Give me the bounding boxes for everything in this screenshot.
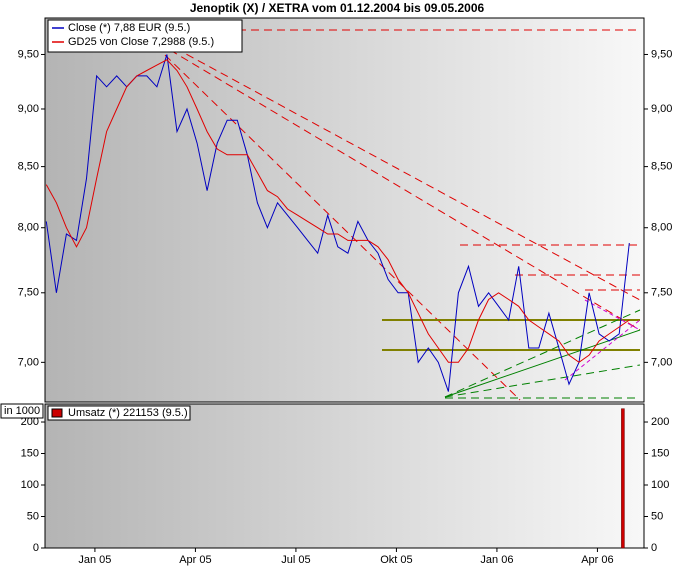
y-tick-label: 9,00 <box>18 103 39 115</box>
y-axis-label: in 1000 <box>4 405 40 417</box>
y-tick-label: 0 <box>651 542 657 554</box>
y-tick-label: 50 <box>27 510 39 522</box>
plot-background <box>45 18 644 402</box>
panel-border <box>44 403 645 549</box>
x-tick-label: Jan 05 <box>78 554 111 566</box>
price-line <box>45 54 630 392</box>
y-tick-label: 7,50 <box>18 287 39 299</box>
plot-background <box>45 404 644 548</box>
legend-swatch <box>51 408 63 418</box>
y-tick-label: 7,50 <box>651 287 672 299</box>
y-tick-label: 9,50 <box>651 48 672 60</box>
y-tick-label: 0 <box>33 542 39 554</box>
y-tick-label: 7,00 <box>651 356 672 368</box>
y-tick-label: 9,00 <box>651 103 672 115</box>
y-tick-label: 8,50 <box>18 161 39 173</box>
panel-border <box>44 17 645 403</box>
legend-box <box>47 19 243 53</box>
trend-lines <box>164 29 641 401</box>
y-label-box <box>0 403 44 419</box>
y-tick-label: 8,00 <box>18 222 39 234</box>
y-tick-label: 7,00 <box>18 356 39 368</box>
y-tick-label: 200 <box>21 416 39 428</box>
y-tick-label: 100 <box>21 479 39 491</box>
x-tick-label: Jul 05 <box>281 554 310 566</box>
x-tick-label: Jan 06 <box>480 554 513 566</box>
y-tick-label: 150 <box>21 447 39 459</box>
y-tick-label: 150 <box>651 447 669 459</box>
legend-label: Umsatz (*) 221153 (9.5.) <box>68 407 188 419</box>
price-line <box>45 59 630 363</box>
y-tick-label: 8,50 <box>651 161 672 173</box>
y-tick-label: 100 <box>651 479 669 491</box>
x-tick-label: Apr 06 <box>581 554 613 566</box>
legend-label: Close (*) 7,88 EUR (9.5.) <box>68 22 190 34</box>
legend-label: GD25 von Close 7,2988 (9.5.) <box>68 36 214 48</box>
legend-box <box>47 405 191 421</box>
y-tick-label: 8,00 <box>651 222 672 234</box>
chart-title: Jenoptik (X) / XETRA vom 01.12.2004 bis … <box>190 1 485 15</box>
y-tick-label: 9,50 <box>18 48 39 60</box>
y-tick-label: 200 <box>651 416 669 428</box>
volume-bar <box>621 408 625 549</box>
y-tick-label: 50 <box>651 510 663 522</box>
x-tick-label: Okt 05 <box>380 554 412 566</box>
x-tick-label: Apr 05 <box>179 554 211 566</box>
